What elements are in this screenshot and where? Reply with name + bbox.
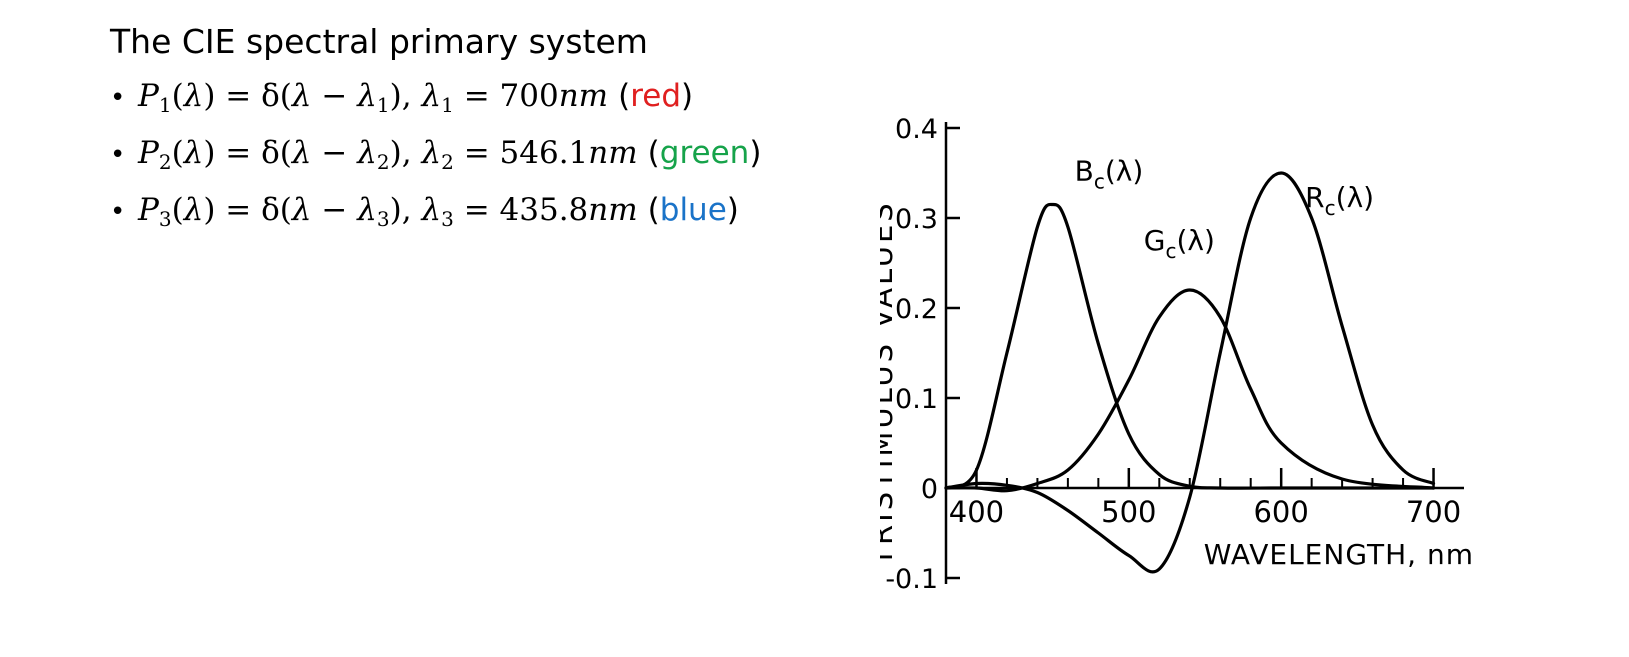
- color-name-blue: blue: [659, 192, 727, 228]
- bullet-dot: •: [110, 140, 126, 170]
- y-axis-title: TRISTIMULUS VALUES: [880, 200, 899, 566]
- series-line-g: [944, 288, 1436, 493]
- chart-axes: -0.1 0 0.1 0.2 0.3 0.4 400 500 600 700: [885, 114, 1464, 595]
- lambda-value: 435.8: [499, 192, 589, 228]
- lambda-value: 700: [499, 78, 559, 114]
- series-label-b: Bc(λ): [1075, 155, 1144, 194]
- y-tick-label: -0.1: [885, 564, 938, 595]
- y-tick-label: 0: [921, 474, 938, 505]
- primary-item-2: • P2(λ) = δ(λ − λ2), λ2 = 546.1nm (green…: [110, 135, 762, 174]
- color-name-green: green: [659, 135, 750, 171]
- y-tick-label: 0.4: [895, 114, 938, 145]
- x-tick-label: 400: [949, 495, 1004, 529]
- tristimulus-chart: -0.1 0 0.1 0.2 0.3 0.4 400 500 600 700 WAVELENGTH…: [880, 114, 1474, 595]
- y-tick-label: 0.3: [895, 204, 938, 235]
- color-name-red: red: [630, 78, 682, 114]
- x-axis-title: WAVELENGTH, nm: [1204, 538, 1474, 571]
- series-label-g: Gc(λ): [1144, 224, 1215, 263]
- y-tick-label: 0.1: [895, 384, 938, 415]
- y-tick-label: 0.2: [895, 294, 938, 325]
- series-line-b: [944, 202, 1436, 490]
- bullet-dot: •: [110, 197, 126, 227]
- series-label-r: Rc(λ): [1305, 181, 1374, 220]
- primary-item-3: • P3(λ) = δ(λ − λ3), λ3 = 435.8nm (blue): [110, 192, 739, 231]
- bullet-dot: •: [110, 83, 126, 113]
- slide-title: The CIE spectral primary system: [110, 22, 648, 61]
- lambda-value: 546.1: [499, 135, 589, 171]
- chart-curves: [944, 171, 1436, 574]
- x-tick-label: 600: [1253, 495, 1308, 529]
- chart-labels: WAVELENGTH, nm TRISTIMULUS VALUES Bc(λ)Gc(…: [880, 155, 1474, 572]
- primary-item-1: • P1(λ) = δ(λ − λ1), λ1 = 700nm (red): [110, 78, 694, 117]
- series-line-r: [944, 171, 1436, 574]
- x-tick-label: 500: [1101, 495, 1156, 529]
- primary-list: • P1(λ) = δ(λ − λ1), λ1 = 700nm (red) • …: [110, 78, 761, 249]
- x-tick-label: 700: [1406, 495, 1461, 529]
